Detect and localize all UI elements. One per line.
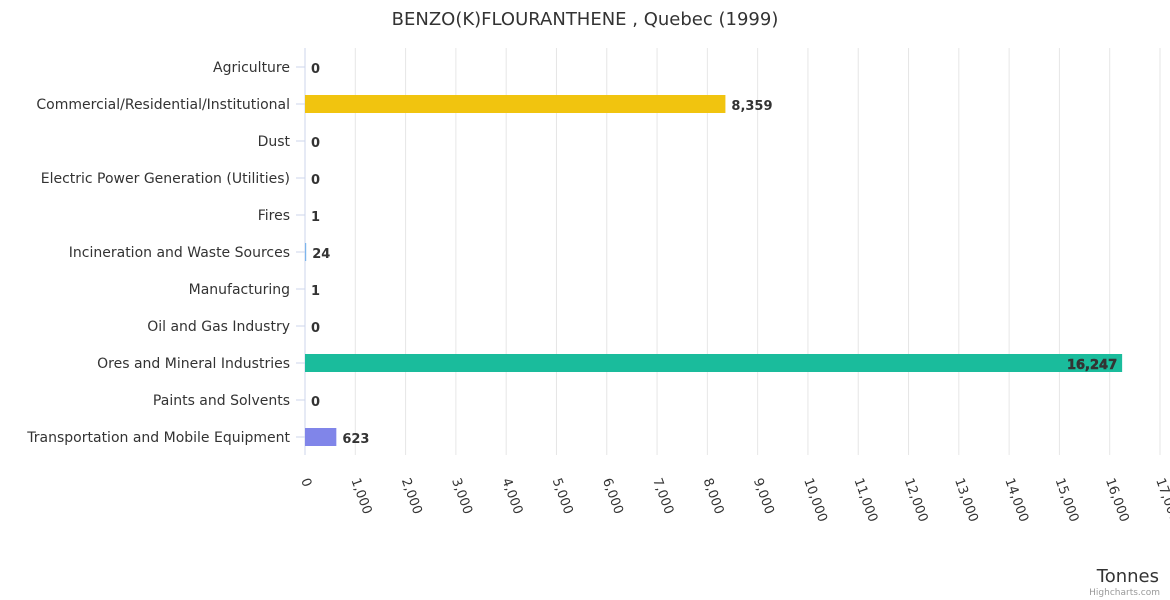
x-tick-label: 14,000	[1001, 476, 1031, 524]
x-tick-label: 16,000	[1102, 476, 1132, 524]
data-label: 24	[312, 247, 330, 262]
x-tick-label: 8,000	[700, 476, 727, 516]
credits-link[interactable]: Highcharts.com	[1089, 588, 1160, 598]
x-tick-label: 17,000	[1152, 476, 1170, 524]
data-label: 16,247	[1067, 358, 1117, 373]
category-label: Paints and Solvents	[153, 393, 290, 409]
category-label: Electric Power Generation (Utilities)	[41, 171, 290, 187]
x-axis-title: Tonnes	[1096, 566, 1159, 587]
x-tick-label: 3,000	[448, 476, 475, 516]
x-tick-label: 6,000	[599, 476, 626, 516]
category-label: Ores and Mineral Industries	[97, 356, 290, 372]
category-label: Agriculture	[213, 60, 290, 76]
category-label: Fires	[258, 208, 290, 224]
x-tick-label: 4,000	[498, 476, 525, 516]
bar	[305, 428, 337, 446]
x-tick-label: 0	[297, 476, 314, 489]
category-label: Manufacturing	[189, 282, 290, 298]
data-label: 1	[311, 284, 320, 299]
x-tick-label: 5,000	[549, 476, 576, 516]
x-tick-label: 1,000	[348, 476, 375, 516]
bar	[305, 354, 1123, 372]
data-label: 0	[311, 395, 320, 410]
category-label: Commercial/Residential/Institutional	[36, 97, 290, 113]
data-label: 0	[311, 321, 320, 336]
data-label: 0	[311, 136, 320, 151]
x-tick-label: 12,000	[901, 476, 931, 524]
data-label: 0	[311, 173, 320, 188]
x-tick-label: 15,000	[1052, 476, 1082, 524]
data-label: 0	[311, 62, 320, 77]
bar	[305, 243, 307, 261]
category-label: Dust	[258, 134, 291, 150]
category-label: Oil and Gas Industry	[147, 319, 290, 335]
data-label: 8,359	[731, 99, 772, 114]
data-label: 1	[311, 210, 320, 225]
category-label: Transportation and Mobile Equipment	[26, 430, 290, 446]
x-tick-label: 7,000	[649, 476, 676, 516]
x-tick-label: 13,000	[951, 476, 981, 524]
bar	[305, 95, 726, 113]
data-label: 623	[342, 432, 369, 447]
category-label: Incineration and Waste Sources	[69, 245, 290, 261]
x-tick-label: 10,000	[800, 476, 830, 524]
x-tick-label: 2,000	[398, 476, 425, 516]
x-tick-label: 11,000	[850, 476, 880, 524]
x-tick-label: 9,000	[750, 476, 777, 516]
chart-title: BENZO(K)FLOURANTHENE , Quebec (1999)	[392, 9, 779, 30]
